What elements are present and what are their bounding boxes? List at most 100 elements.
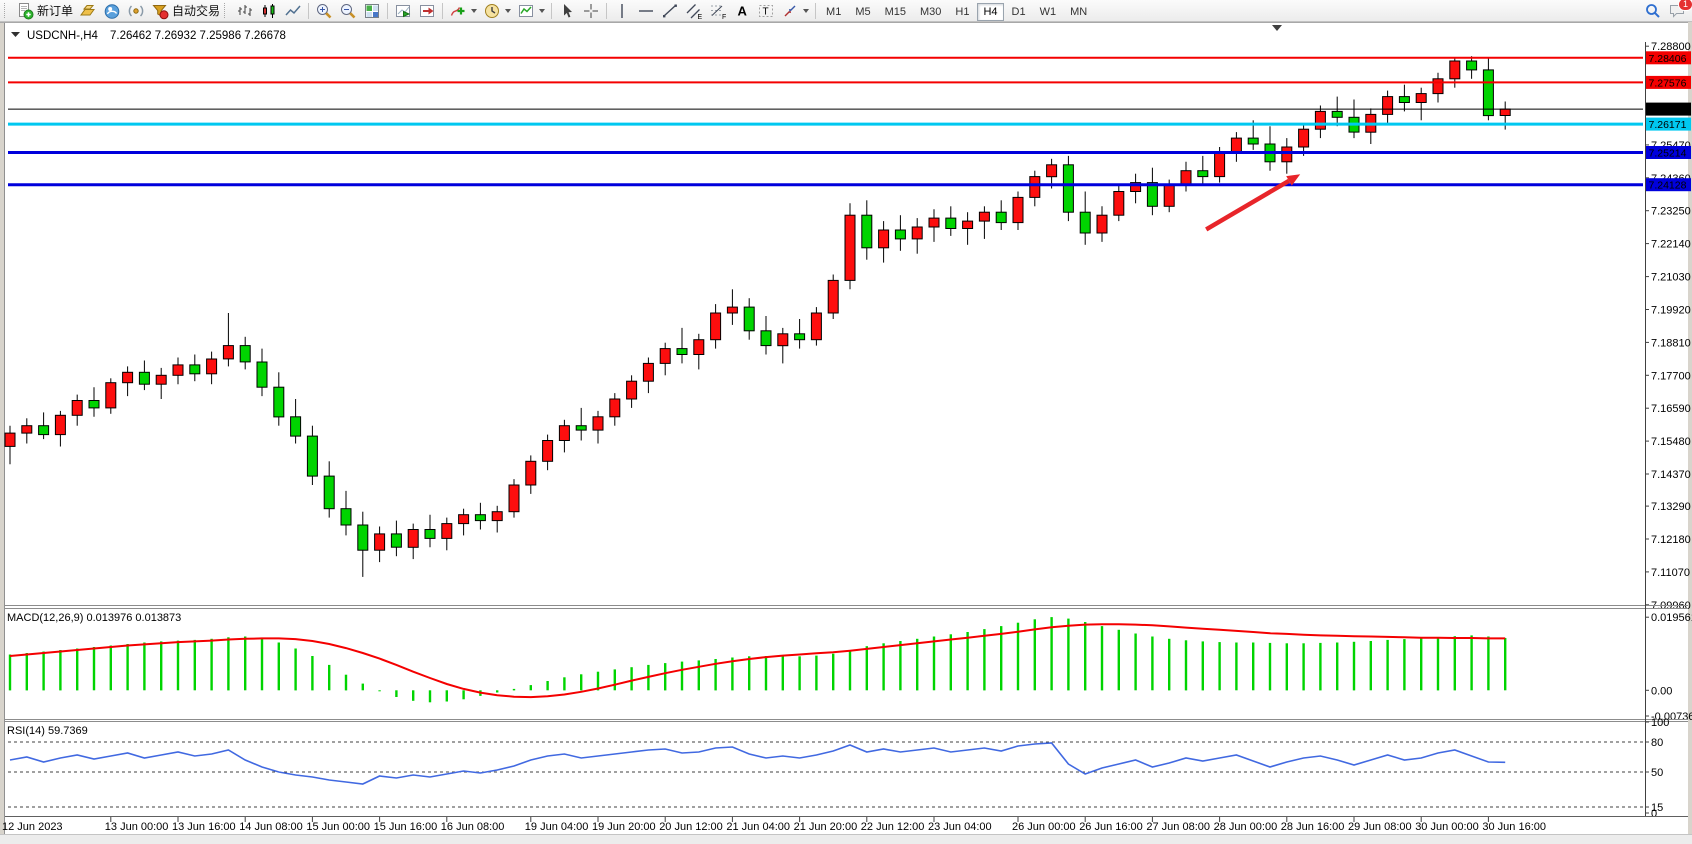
new-order-label: 新订单 bbox=[37, 4, 74, 18]
candle-body bbox=[642, 362, 654, 382]
main-plot-area[interactable] bbox=[8, 42, 1643, 606]
autotrading-button[interactable]: 自动交易 bbox=[148, 0, 223, 22]
candle-body bbox=[911, 226, 923, 240]
indicators-button[interactable] bbox=[446, 0, 480, 22]
toolbar-separator bbox=[551, 2, 553, 19]
zoom-in-button[interactable] bbox=[312, 0, 336, 22]
candle-body bbox=[1449, 60, 1461, 80]
candle-body bbox=[1482, 69, 1494, 117]
time-axis[interactable]: 12 Jun 2023 13 Jun 00:00 13 Jun 16:00 14 Ju… bbox=[2, 817, 1546, 833]
horizontal-line-button[interactable] bbox=[634, 0, 658, 22]
time-label: 14 Jun 08:00 bbox=[239, 821, 303, 833]
tile-windows-button[interactable] bbox=[360, 0, 384, 22]
macd-histogram-bar bbox=[865, 646, 868, 691]
candlestick-chart-button[interactable] bbox=[257, 0, 281, 22]
fibonacci-button[interactable]: F bbox=[706, 0, 730, 22]
trendline-button[interactable] bbox=[658, 0, 682, 22]
vertical-line-button[interactable] bbox=[610, 0, 634, 22]
candle-body bbox=[222, 345, 234, 360]
search-button[interactable] bbox=[1641, 0, 1665, 22]
price-axis[interactable]: 7.288007.254707.243607.232507.221407.210… bbox=[1645, 41, 1691, 612]
candle-body bbox=[1130, 182, 1142, 193]
bottom-strip bbox=[0, 834, 1692, 844]
signals-button[interactable] bbox=[124, 0, 148, 22]
candle-body bbox=[155, 374, 167, 385]
timeframe-m15[interactable]: M15 bbox=[884, 5, 906, 18]
timeframe-d1[interactable]: D1 bbox=[1011, 5, 1026, 18]
tile-windows-icon bbox=[365, 3, 380, 18]
price-tick-label: 7.14370 bbox=[1651, 469, 1691, 481]
candle-body bbox=[374, 533, 386, 551]
text-label-button[interactable]: T bbox=[754, 0, 778, 22]
crosshair-button[interactable] bbox=[579, 0, 603, 22]
text-label-icon: T bbox=[759, 4, 774, 17]
price-tick-label: 7.22140 bbox=[1651, 239, 1691, 251]
bar-chart-icon bbox=[238, 4, 253, 16]
timeframe-h1[interactable]: H1 bbox=[955, 5, 970, 18]
timeframe-m1[interactable]: M1 bbox=[826, 5, 842, 18]
chart-shift-button[interactable] bbox=[415, 0, 439, 22]
candle-body bbox=[441, 523, 453, 539]
market-depth-button[interactable] bbox=[76, 0, 100, 22]
zoom-in-icon bbox=[317, 3, 332, 18]
candlestick-series bbox=[4, 56, 1511, 577]
price-tag bbox=[1646, 51, 1691, 65]
text-button[interactable]: A bbox=[730, 0, 754, 22]
macd-histogram-bar bbox=[496, 690, 499, 693]
price-tick-label: 7.16590 bbox=[1651, 403, 1691, 415]
candle-body bbox=[105, 382, 117, 409]
macd-histogram-bar bbox=[512, 688, 516, 691]
candle-body bbox=[962, 220, 974, 230]
auto-scroll-button[interactable] bbox=[391, 0, 415, 22]
candle-body bbox=[978, 211, 990, 222]
timeframe-h4[interactable]: H4 bbox=[977, 2, 1004, 21]
timeframe-m5[interactable]: M5 bbox=[855, 5, 871, 18]
templates-button[interactable] bbox=[514, 0, 548, 22]
timeframe-m30[interactable]: M30 bbox=[920, 5, 942, 18]
chat-button[interactable]: 1 bbox=[1665, 0, 1692, 22]
candle-body bbox=[206, 358, 218, 375]
timeframe-mn[interactable]: MN bbox=[1070, 5, 1088, 18]
text-icon: A bbox=[738, 3, 748, 18]
macd-histogram-bar bbox=[1268, 642, 1272, 691]
price-tick-label: 7.12180 bbox=[1651, 534, 1691, 546]
bar-chart-button[interactable] bbox=[233, 0, 257, 22]
macd-histogram-bar bbox=[563, 677, 566, 691]
macd-histogram-bar bbox=[1067, 618, 1070, 691]
dropdown-caret bbox=[803, 8, 810, 13]
equidistant-channel-icon: E bbox=[686, 3, 703, 20]
zoom-out-button[interactable] bbox=[336, 0, 360, 22]
equidistant-channel-button[interactable]: E bbox=[682, 0, 706, 22]
macd-histogram-bar bbox=[1504, 638, 1507, 691]
candle-body bbox=[1146, 182, 1158, 207]
time-label: 23 Jun 04:00 bbox=[928, 821, 992, 833]
cursor-button[interactable] bbox=[555, 0, 579, 22]
red-arrow-annotation[interactable] bbox=[1205, 178, 1291, 232]
macd-histogram-bar bbox=[244, 636, 247, 691]
chart-shift-marker[interactable] bbox=[1272, 25, 1282, 31]
price-tick-label: 7.28800 bbox=[1651, 41, 1691, 53]
timeframe-w1[interactable]: W1 bbox=[1039, 5, 1057, 18]
toolbar-separator bbox=[606, 2, 608, 19]
svg-text:A: A bbox=[738, 3, 748, 18]
macd-histogram-bar bbox=[1016, 622, 1020, 691]
price-tick-label: 7.21030 bbox=[1651, 272, 1691, 284]
macd-histogram-bar bbox=[899, 641, 902, 691]
candle-body bbox=[172, 364, 184, 376]
candle-body bbox=[1281, 146, 1293, 163]
macd-histogram-bar bbox=[210, 638, 213, 691]
line-chart-button[interactable] bbox=[281, 0, 305, 22]
candle-body bbox=[390, 533, 402, 548]
macd-histogram-bar bbox=[160, 641, 163, 691]
community-button[interactable] bbox=[100, 0, 124, 22]
macd-axis-label: 0.00 bbox=[1651, 685, 1672, 697]
price-tag bbox=[1646, 75, 1691, 89]
periods-button[interactable] bbox=[480, 0, 514, 22]
red-arrow-head[interactable] bbox=[1286, 174, 1301, 186]
price-tag-label: 7.28406 bbox=[1649, 53, 1687, 65]
arrows-button[interactable] bbox=[778, 0, 812, 22]
macd-histogram-bar bbox=[311, 656, 314, 691]
new-order-button[interactable]: 新订单 bbox=[13, 0, 76, 22]
candle-body bbox=[54, 414, 66, 436]
collapse-chevron-icon[interactable] bbox=[11, 32, 20, 37]
